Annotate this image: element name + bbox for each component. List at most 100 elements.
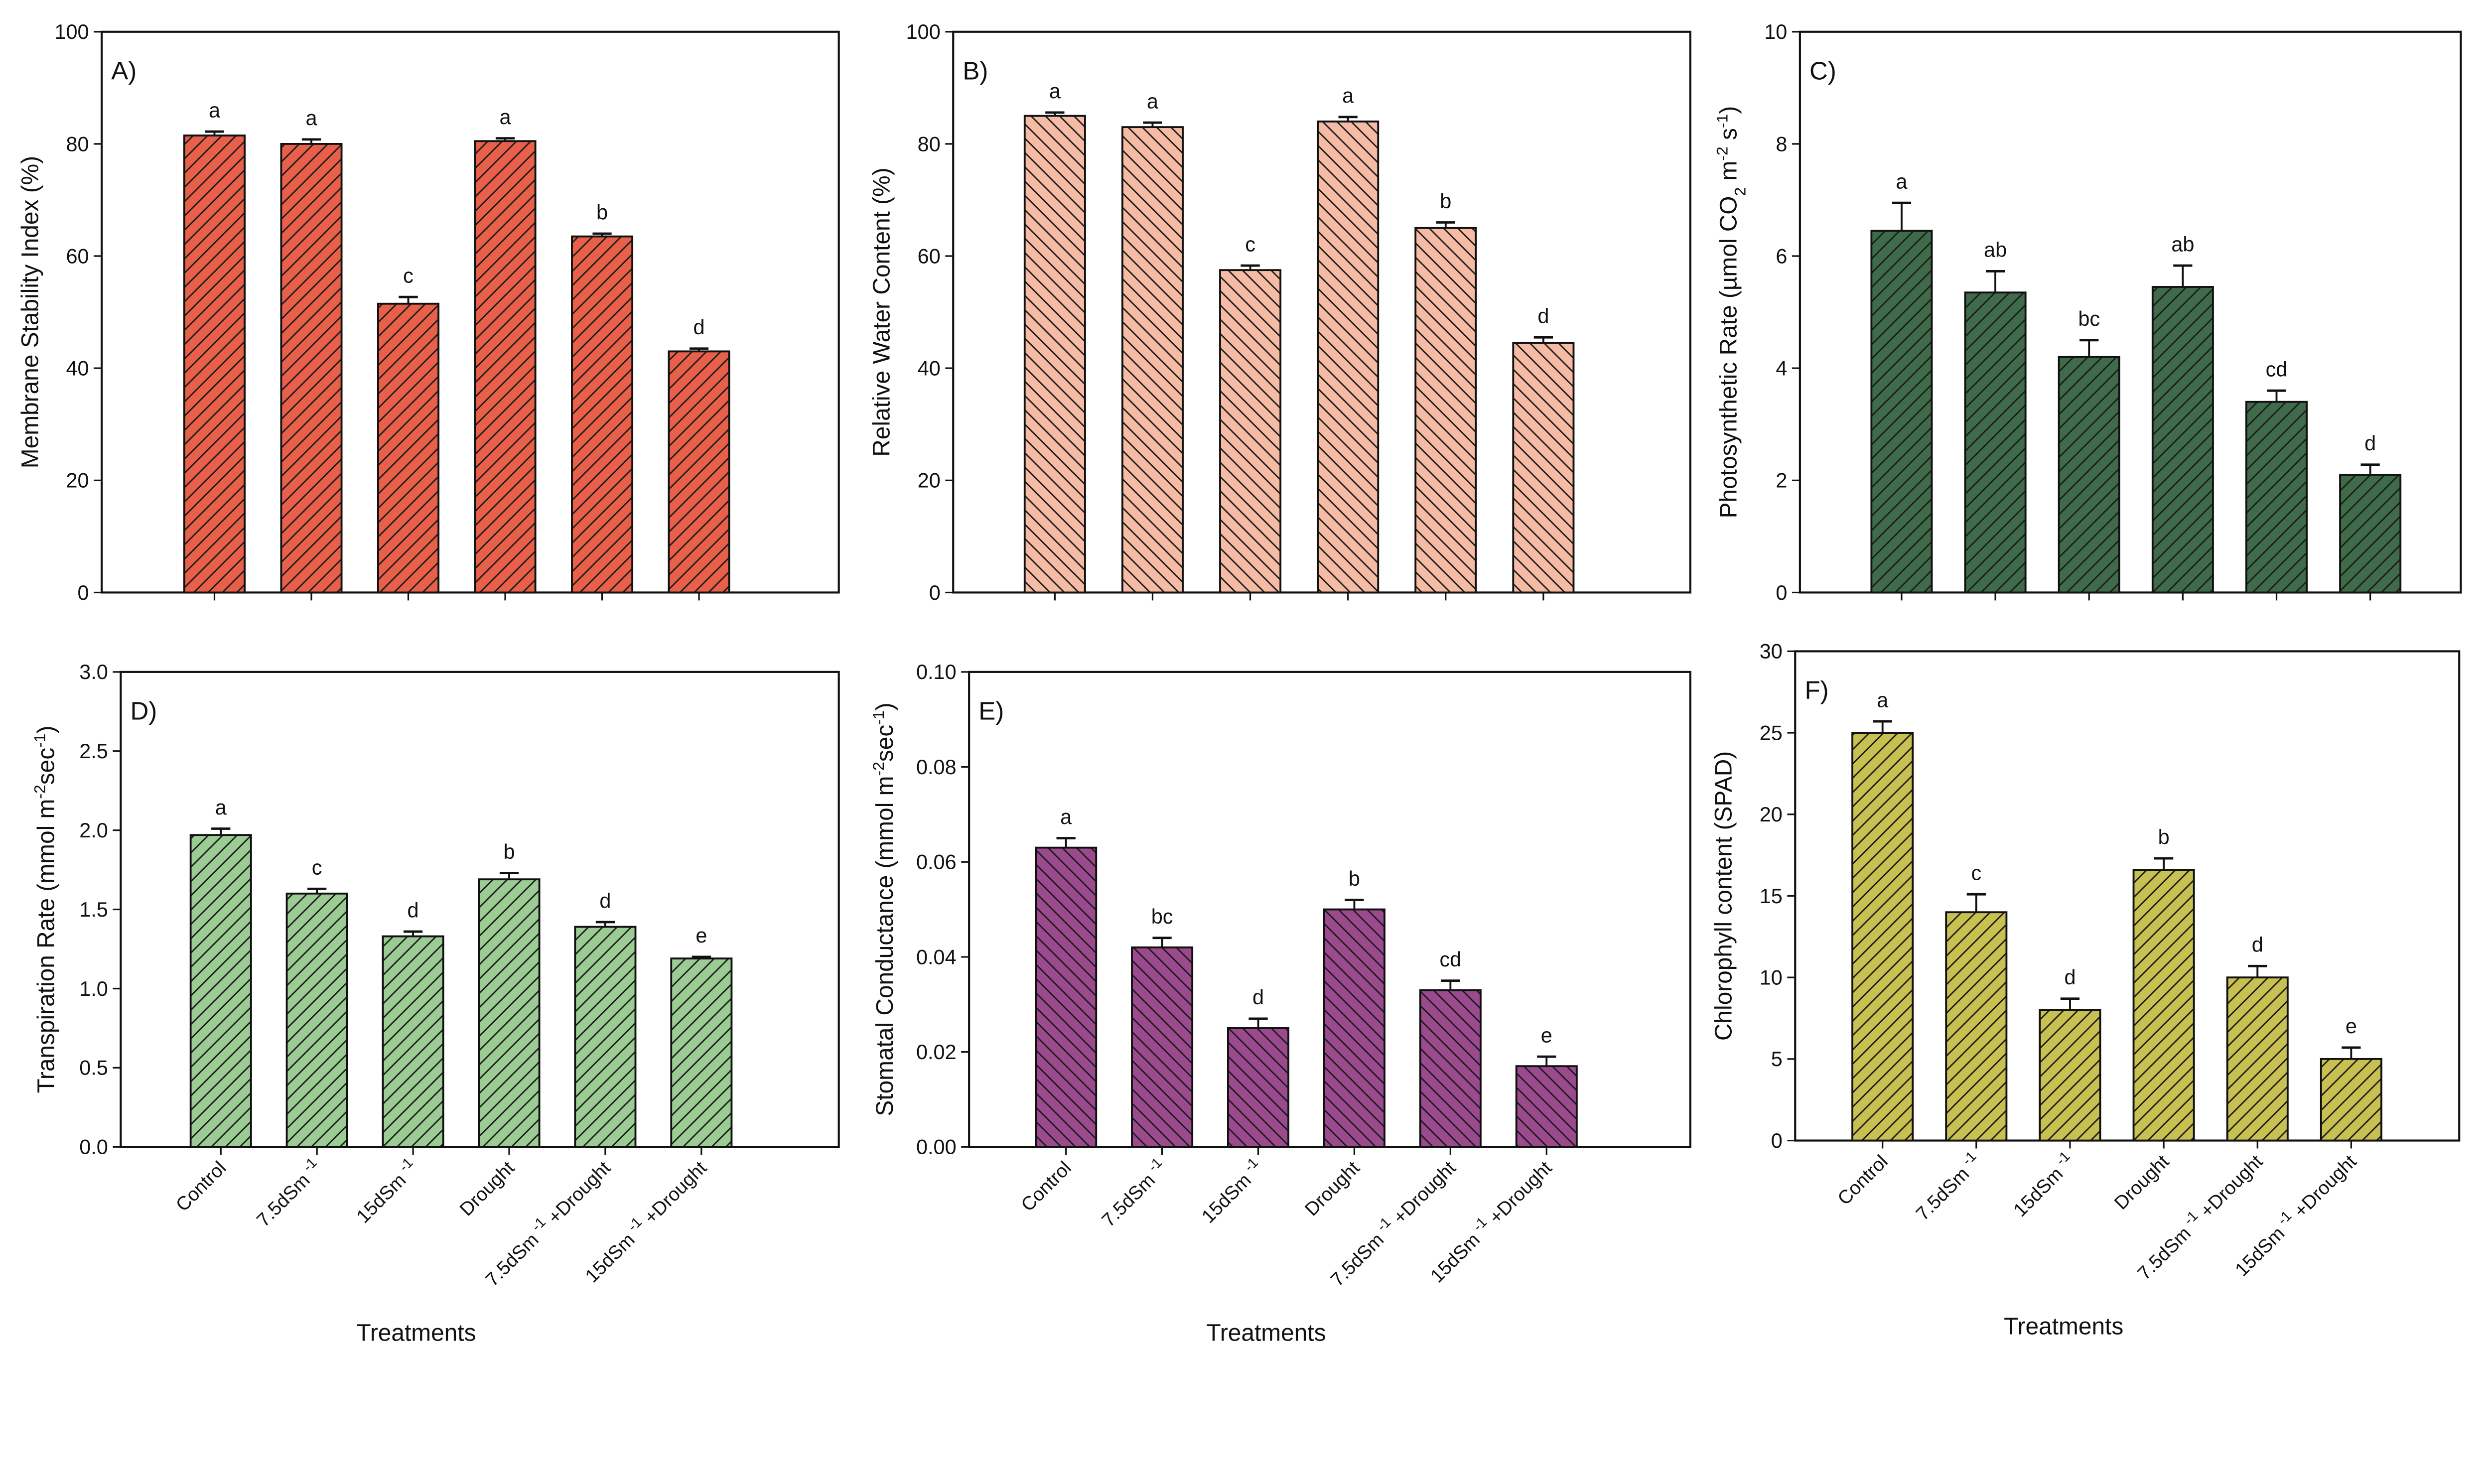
chart-panel-f: 0 5 10 15 20 25 30 Chlorophyll content (SPAD) F)…: [1711, 640, 2461, 1340]
y-tick-label: 0: [78, 581, 89, 604]
bar: [2058, 356, 2120, 594]
x-axis-label: Treatments: [1206, 1320, 1326, 1346]
y-tick-label: 2.0: [79, 818, 108, 842]
bar: [571, 235, 634, 594]
significance-letter: ab: [1984, 238, 2007, 262]
significance-letter: a: [1049, 79, 1061, 103]
bar: [183, 135, 246, 594]
bar: [1851, 732, 1914, 1142]
significance-letter: a: [1147, 89, 1159, 113]
y-tick-label: 0.5: [79, 1056, 108, 1079]
y-tick-label: 4: [1776, 357, 1787, 380]
significance-letter: c: [403, 264, 414, 287]
y-axis-label: Chlorophyll content (SPAD): [1711, 751, 1737, 1041]
panel-label: E): [978, 697, 1004, 725]
y-tick-label: 0.0: [79, 1135, 108, 1159]
y-tick-label: 0: [1776, 581, 1787, 604]
x-tick-label: 7.5dSm-1: [250, 1155, 326, 1231]
x-tick-label: 7.5dSm-1: [1095, 1155, 1171, 1231]
bar: [2151, 286, 2214, 594]
y-tick-label: 25: [1760, 721, 1783, 744]
significance-letter: b: [2158, 825, 2170, 848]
y-tick-label: 1.5: [79, 898, 108, 921]
bar: [1870, 230, 1933, 594]
y-tick-label: 0: [1771, 1129, 1783, 1152]
y-tick-label: 0.02: [916, 1040, 957, 1064]
y-tick-label: 80: [66, 132, 89, 155]
chart-panel-a: 0 20 40 60 80 100 Membrane Stability Index (%)…: [17, 20, 840, 604]
significance-letter: a: [1342, 84, 1354, 107]
bar: [1945, 911, 2008, 1142]
bar: [1121, 126, 1184, 594]
y-tick-label: 0.04: [916, 945, 957, 968]
x-tick-label: Drought: [2110, 1151, 2174, 1214]
y-tick-label: 100: [906, 20, 941, 43]
y-tick-label: 40: [918, 357, 941, 380]
y-axis-label: Membrane Stability Index (%): [17, 156, 44, 468]
significance-letter: d: [1537, 304, 1549, 328]
y-tick-label: 60: [66, 244, 89, 268]
y-tick-label: 2: [1776, 469, 1787, 492]
significance-letter: a: [215, 796, 227, 819]
plot-frame: [101, 30, 840, 594]
bar: [1023, 115, 1086, 594]
y-tick-label: 8: [1776, 132, 1787, 155]
bar: [1414, 227, 1477, 594]
significance-letter: d: [2364, 431, 2376, 455]
y-axis-label: Relative Water Content (%): [869, 167, 895, 456]
bar: [2226, 976, 2289, 1142]
y-tick-label: 6: [1776, 244, 1787, 268]
y-tick-label: 15: [1760, 884, 1783, 908]
bar: [668, 350, 730, 594]
significance-letter: cd: [2266, 357, 2288, 381]
chart-panel-c: 0 2 4 6 8 10 Photosynthetic Rate (µmol CO2 m-2…: [1713, 20, 2462, 604]
bar: [189, 834, 252, 1148]
panel-label: B): [963, 56, 988, 85]
significance-letter: b: [1440, 189, 1451, 213]
y-tick-label: 20: [1760, 803, 1783, 826]
chart-panel-b: 0 20 40 60 80 100 Relative Water Content (%) B)…: [869, 20, 1691, 604]
panel-label: A): [111, 56, 137, 85]
significance-letter: e: [1541, 1023, 1552, 1047]
significance-letter: bc: [1151, 905, 1173, 928]
significance-letter: b: [1349, 867, 1360, 890]
significance-letter: c: [1245, 232, 1255, 256]
significance-letter: c: [1971, 861, 1981, 884]
bar: [1219, 269, 1282, 594]
x-tick-label: Control: [172, 1157, 231, 1216]
y-tick-label: 0.08: [916, 755, 957, 779]
significance-letter: d: [2252, 933, 2263, 956]
significance-letter: a: [1877, 688, 1889, 711]
y-tick-label: 2.5: [79, 739, 108, 763]
significance-letter: a: [500, 105, 512, 129]
x-tick-label: Control: [1833, 1151, 1892, 1210]
bar: [1035, 846, 1098, 1148]
bar: [2245, 401, 2308, 594]
bar: [1323, 908, 1385, 1148]
x-tick-label: 15dSm-1: [350, 1155, 422, 1227]
y-axis-label: Photosynthetic Rate (µmol CO2 m-2 s-1): [1713, 106, 1749, 519]
x-tick-label: 15dSm-1: [2007, 1148, 2079, 1221]
x-axis-label: Treatments: [356, 1320, 476, 1346]
significance-letter: a: [209, 98, 221, 122]
y-tick-label: 0.00: [916, 1135, 957, 1159]
y-tick-label: 5: [1771, 1047, 1783, 1071]
bar: [1131, 946, 1194, 1148]
significance-letter: d: [2064, 965, 2076, 989]
significance-letter: a: [305, 106, 317, 130]
significance-letter: a: [1060, 805, 1072, 828]
bar: [2339, 474, 2402, 594]
y-tick-label: 0: [929, 581, 941, 604]
y-tick-label: 0.10: [916, 660, 957, 683]
bar: [574, 926, 637, 1148]
x-axis-label: Treatments: [2004, 1314, 2123, 1340]
bar: [1515, 1065, 1578, 1148]
significance-letter: d: [1252, 985, 1264, 1009]
y-tick-label: 1.0: [79, 977, 108, 1000]
bar: [1227, 1027, 1290, 1148]
panel-label: C): [1809, 56, 1836, 85]
significance-letter: ab: [2171, 232, 2194, 256]
significance-letter: cd: [1439, 947, 1461, 971]
y-axis-label: Transpiration Rate (mmol m-2sec-1): [30, 726, 59, 1093]
